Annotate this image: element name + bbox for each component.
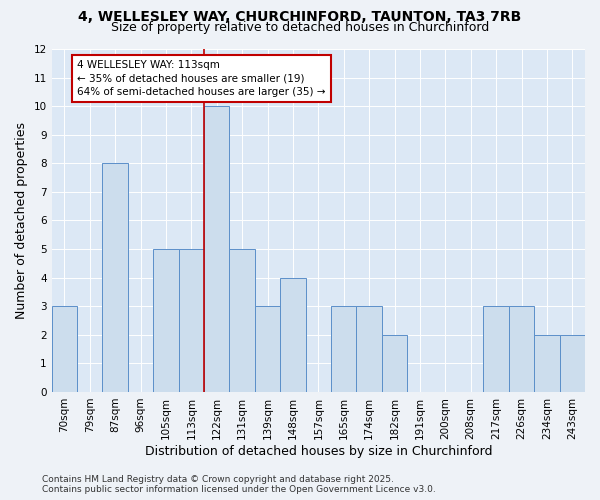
Text: Contains HM Land Registry data © Crown copyright and database right 2025.
Contai: Contains HM Land Registry data © Crown c… [42,474,436,494]
Text: Size of property relative to detached houses in Churchinford: Size of property relative to detached ho… [111,21,489,34]
Text: 4, WELLESLEY WAY, CHURCHINFORD, TAUNTON, TA3 7RB: 4, WELLESLEY WAY, CHURCHINFORD, TAUNTON,… [79,10,521,24]
Bar [280,278,305,392]
Text: 4 WELLESLEY WAY: 113sqm
← 35% of detached houses are smaller (19)
64% of semi-de: 4 WELLESLEY WAY: 113sqm ← 35% of detache… [77,60,326,97]
Bar [153,249,179,392]
X-axis label: Distribution of detached houses by size in Churchinford: Distribution of detached houses by size … [145,444,492,458]
Y-axis label: Number of detached properties: Number of detached properties [15,122,28,319]
Bar [560,335,585,392]
Bar [331,306,356,392]
Bar [382,335,407,392]
Bar [509,306,534,392]
Bar [356,306,382,392]
Bar [534,335,560,392]
Bar [229,249,255,392]
Bar [204,106,229,392]
Bar [255,306,280,392]
Bar [179,249,204,392]
Bar [103,164,128,392]
Bar [484,306,509,392]
Bar [52,306,77,392]
